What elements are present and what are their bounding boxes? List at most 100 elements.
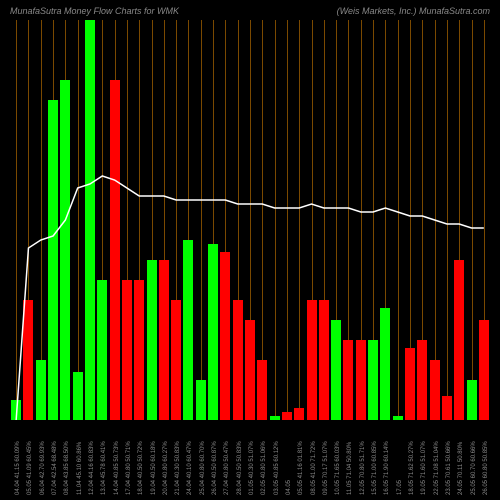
bar-slot bbox=[294, 20, 304, 420]
x-label: 17.04 40.80 50.71% bbox=[126, 420, 132, 495]
x-label: 15.05 71.00 60.85% bbox=[372, 420, 378, 495]
x-label: 23.05 70.61 50.66% bbox=[446, 420, 452, 495]
x-label: 03.05 40.85 60.12% bbox=[274, 420, 280, 495]
x-label: 26.04 40.50 60.87% bbox=[212, 420, 218, 495]
bar-slot bbox=[319, 20, 329, 420]
gridline bbox=[472, 20, 473, 420]
x-label: 18.05 71.62 50.27% bbox=[409, 420, 415, 495]
gridline bbox=[447, 20, 448, 420]
bar-slot bbox=[442, 20, 452, 420]
volume-bar bbox=[319, 300, 329, 420]
gridline bbox=[287, 20, 288, 420]
volume-bar bbox=[257, 360, 267, 420]
volume-bar bbox=[220, 252, 230, 420]
volume-bar bbox=[97, 280, 107, 420]
volume-bar bbox=[85, 20, 95, 420]
volume-bar bbox=[430, 360, 440, 420]
volume-bar bbox=[134, 280, 144, 420]
bar-slot bbox=[233, 20, 243, 420]
x-label: 24.04 40.10 60.47% bbox=[187, 420, 193, 495]
bar-slot bbox=[257, 20, 267, 420]
bar-slot bbox=[48, 20, 58, 420]
bar-slot bbox=[196, 20, 206, 420]
x-label: 05.05 41.09 60.45% bbox=[27, 420, 33, 495]
volume-bar bbox=[368, 340, 378, 420]
volume-bar bbox=[294, 408, 304, 420]
volume-bar bbox=[11, 400, 21, 420]
volume-bar bbox=[73, 372, 83, 420]
bar-slot bbox=[183, 20, 193, 420]
bar-slot bbox=[73, 20, 83, 420]
x-label: 11.05 71.04 50.80% bbox=[347, 420, 353, 495]
bar-slot bbox=[122, 20, 132, 420]
volume-bar bbox=[147, 260, 157, 420]
bar-slot bbox=[467, 20, 477, 420]
x-label: 20.04 40.80 60.27% bbox=[163, 420, 169, 495]
volume-bar bbox=[110, 80, 120, 420]
bar-slot bbox=[331, 20, 341, 420]
x-label: 25.04 40.80 60.70% bbox=[200, 420, 206, 495]
bar-slot bbox=[417, 20, 427, 420]
x-label: 04.05 bbox=[286, 420, 292, 495]
bar-slot bbox=[454, 20, 464, 420]
x-label: 12.04 44.16 60.83% bbox=[89, 420, 95, 495]
x-label: 12.05 70.80 51.71% bbox=[360, 420, 366, 495]
volume-bar bbox=[122, 280, 132, 420]
volume-bar bbox=[467, 380, 477, 420]
bar-slot bbox=[110, 20, 120, 420]
x-label: 18.04 40.50 50.72% bbox=[138, 420, 144, 495]
x-label: 04.04 41.15 60.09% bbox=[15, 420, 21, 495]
x-label: 08.05 41.00 71.72% bbox=[311, 420, 317, 495]
volume-bar bbox=[196, 380, 206, 420]
bar-slot bbox=[60, 20, 70, 420]
volume-bar bbox=[171, 300, 181, 420]
volume-bar bbox=[233, 300, 243, 420]
gridline bbox=[275, 20, 276, 420]
volume-bar bbox=[60, 80, 70, 420]
bar-slot bbox=[171, 20, 181, 420]
bar-slot bbox=[134, 20, 144, 420]
bar-slot bbox=[11, 20, 21, 420]
x-label: 01.05 40.30 51.07% bbox=[249, 420, 255, 495]
bar-slot bbox=[147, 20, 157, 420]
bar-slot bbox=[343, 20, 353, 420]
x-label: 06.04 42.70 69.93% bbox=[40, 420, 46, 495]
volume-bar bbox=[380, 308, 390, 420]
title-left: MunafaSutra Money Flow Charts for WMK bbox=[10, 6, 179, 16]
bar-slot bbox=[393, 20, 403, 420]
volume-bar bbox=[23, 300, 33, 420]
x-label: 10.05 71.65 60.03% bbox=[335, 420, 341, 495]
x-label: 19.05 71.60 51.07% bbox=[421, 420, 427, 495]
bar-slot bbox=[307, 20, 317, 420]
gridline bbox=[16, 20, 17, 420]
x-label: 24.05 70.11 50.80% bbox=[458, 420, 464, 495]
bar-slot bbox=[36, 20, 46, 420]
x-label: 25.05 60.70 60.66% bbox=[471, 420, 477, 495]
x-label: 27.04 40.80 50.47% bbox=[224, 420, 230, 495]
x-label: 11.04 45.10 60.86% bbox=[77, 420, 83, 495]
bar-slot bbox=[479, 20, 489, 420]
bar-slot bbox=[368, 20, 378, 420]
x-label: 05.05 41.16 01.81% bbox=[298, 420, 304, 495]
volume-bar bbox=[356, 340, 366, 420]
title-right: (Weis Markets, Inc.) MunafaSutra.com bbox=[337, 6, 490, 16]
bar-slot bbox=[405, 20, 415, 420]
volume-bar bbox=[48, 100, 58, 420]
gridline bbox=[201, 20, 202, 420]
gridline bbox=[398, 20, 399, 420]
volume-bar bbox=[245, 320, 255, 420]
x-label: 02.05 40.80 51.06% bbox=[261, 420, 267, 495]
volume-bar bbox=[307, 300, 317, 420]
bar-slot bbox=[220, 20, 230, 420]
volume-bar bbox=[159, 260, 169, 420]
volume-bar bbox=[36, 360, 46, 420]
x-label: 21.04 40.30 50.83% bbox=[175, 420, 181, 495]
volume-bar bbox=[454, 260, 464, 420]
volume-bar bbox=[405, 348, 415, 420]
bar-slot bbox=[245, 20, 255, 420]
bar-slot bbox=[97, 20, 107, 420]
x-label: 17.05 bbox=[397, 420, 403, 495]
volume-bar bbox=[442, 396, 452, 420]
bar-slot bbox=[159, 20, 169, 420]
x-axis-labels: 04.04 41.15 60.09% 05.05 41.09 60.45% 06.0… bbox=[10, 422, 490, 500]
